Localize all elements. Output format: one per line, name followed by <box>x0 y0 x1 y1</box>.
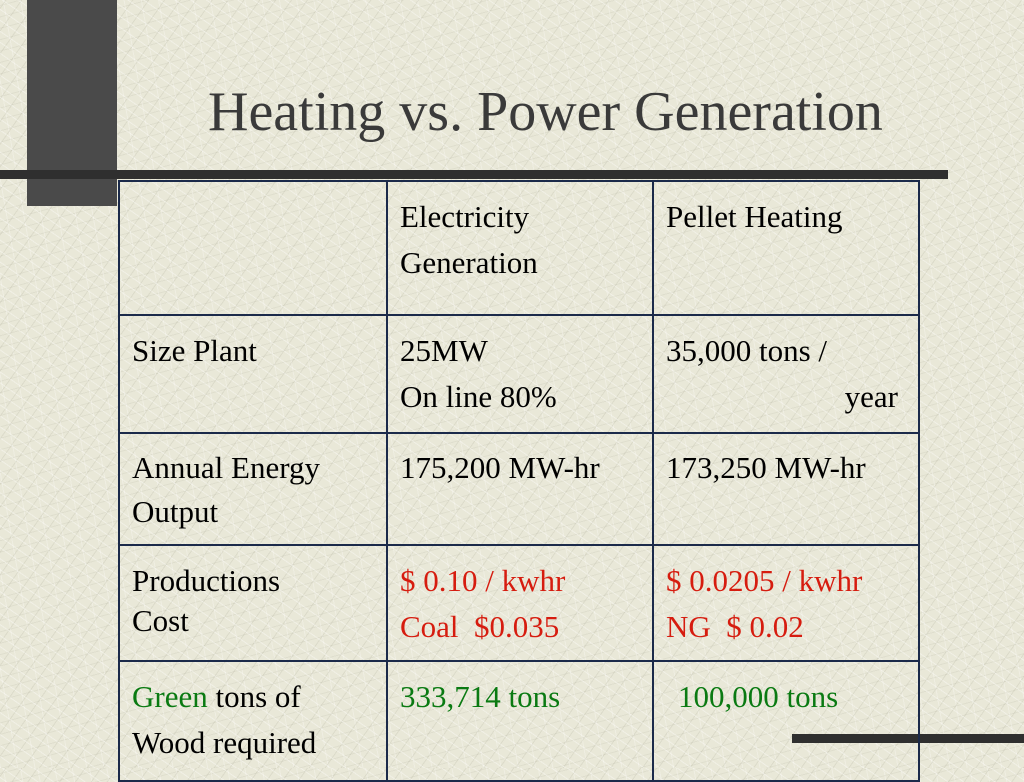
corner-cell <box>118 180 388 316</box>
production-cost-label-line2: Cost <box>132 603 189 638</box>
size-plant-label: Size Plant <box>132 333 257 368</box>
production-cost-pellet-line2: NG $ 0.02 <box>666 609 804 644</box>
green-wood-label-green: Green <box>132 679 208 714</box>
annual-energy-pellet-cell: 173,250 MW-hr <box>652 432 920 546</box>
annual-energy-label-line2: Output <box>132 494 219 529</box>
green-wood-electricity-cell: 333,714 tons <box>386 660 654 782</box>
production-cost-pellet-cell: $ 0.0205 / kwhr NG $ 0.02 <box>652 544 920 662</box>
header-electricity-cell: Electricity Generation <box>386 180 654 316</box>
size-plant-electricity-cell: 25MW On line 80% <box>386 314 654 434</box>
size-plant-pellet-cell: 35,000 tons / year <box>652 314 920 434</box>
size-plant-pellet-line1: 35,000 tons / <box>666 333 828 368</box>
size-plant-electricity-line1: 25MW <box>400 333 488 368</box>
production-cost-pellet-line1: $ 0.0205 / kwhr <box>666 563 863 598</box>
header-electricity-line1: Electricity <box>400 199 530 234</box>
production-cost-electricity-cell: $ 0.10 / kwhr Coal $0.035 <box>386 544 654 662</box>
size-plant-label-cell: Size Plant <box>118 314 388 434</box>
annual-energy-pellet-value: 173,250 MW-hr <box>666 450 866 485</box>
size-plant-pellet-line2: year <box>844 379 898 414</box>
title-divider-line <box>0 170 948 179</box>
header-electricity-line2: Generation <box>400 245 538 280</box>
production-cost-electricity-line2: Coal $0.035 <box>400 609 560 644</box>
production-cost-electricity-line1: $ 0.10 / kwhr <box>400 563 566 598</box>
annual-energy-label-cell: Annual Energy Output <box>118 432 388 546</box>
green-wood-label-line2: Wood required <box>132 725 317 760</box>
slide-title: Heating vs. Power Generation <box>208 81 883 143</box>
green-wood-label-line1: Green tons of <box>132 674 376 720</box>
header-pellet-label: Pellet Heating <box>666 199 843 234</box>
green-wood-pellet-value: 100,000 tons <box>678 679 839 714</box>
green-wood-label-rest: tons of <box>207 679 301 714</box>
table-row-size-plant: Size Plant 25MW On line 80% 35,000 tons … <box>118 314 920 434</box>
table-row-production-cost: Productions Cost $ 0.10 / kwhr Coal $0.0… <box>118 544 920 662</box>
green-wood-label-cell: Green tons of Wood required <box>118 660 388 782</box>
table-row-green-wood: Green tons of Wood required 333,714 tons… <box>118 660 920 782</box>
production-cost-label-line1: Productions <box>132 563 281 598</box>
production-cost-label-cell: Productions Cost <box>118 544 388 662</box>
annual-energy-electricity-value: 175,200 MW-hr <box>400 450 600 485</box>
annual-energy-label-line1: Annual Energy <box>132 450 320 485</box>
table-row-annual-energy: Annual Energy Output 175,200 MW-hr 173,2… <box>118 432 920 546</box>
table-header-row: Electricity Generation Pellet Heating <box>118 180 920 316</box>
green-wood-electricity-value: 333,714 tons <box>400 679 561 714</box>
green-wood-pellet-cell: 100,000 tons <box>652 660 920 782</box>
comparison-table: Electricity Generation Pellet Heating Si… <box>118 180 920 782</box>
annual-energy-electricity-cell: 175,200 MW-hr <box>386 432 654 546</box>
size-plant-electricity-line2: On line 80% <box>400 379 557 414</box>
header-pellet-cell: Pellet Heating <box>652 180 920 316</box>
